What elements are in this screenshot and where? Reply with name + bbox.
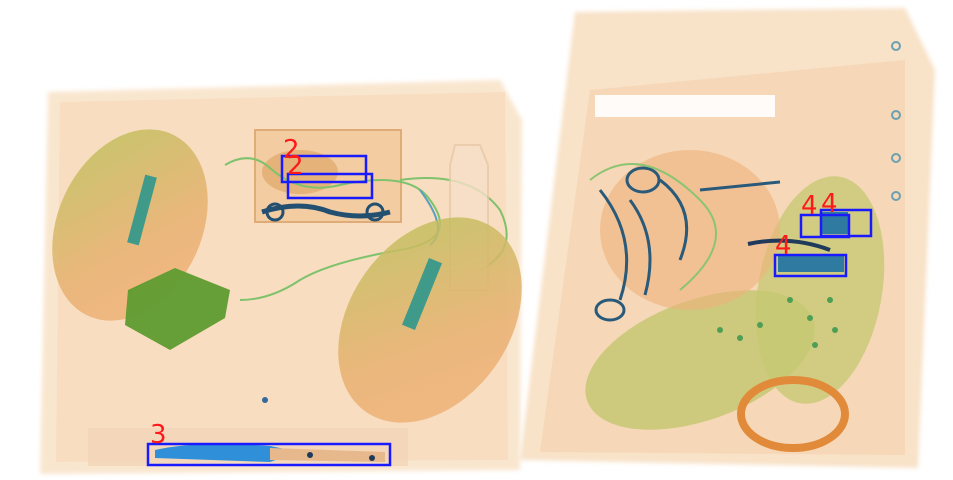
detection-label: 2: [283, 135, 300, 165]
detection-label: 3: [150, 420, 167, 450]
detection-label: 4: [821, 189, 838, 219]
right-bag: [520, 8, 935, 468]
detection-label: 2: [287, 151, 304, 181]
detection-box: 4: [773, 231, 848, 278]
detection-box: 2: [280, 135, 368, 184]
detection-box: 3: [146, 420, 392, 467]
detection-box: 4: [819, 189, 873, 238]
detection-overlays: 2 2 3 4 4 4: [146, 135, 873, 467]
detection-box: 2: [286, 151, 374, 200]
detection-label: 4: [801, 191, 818, 221]
detection-label: 4: [775, 231, 792, 261]
